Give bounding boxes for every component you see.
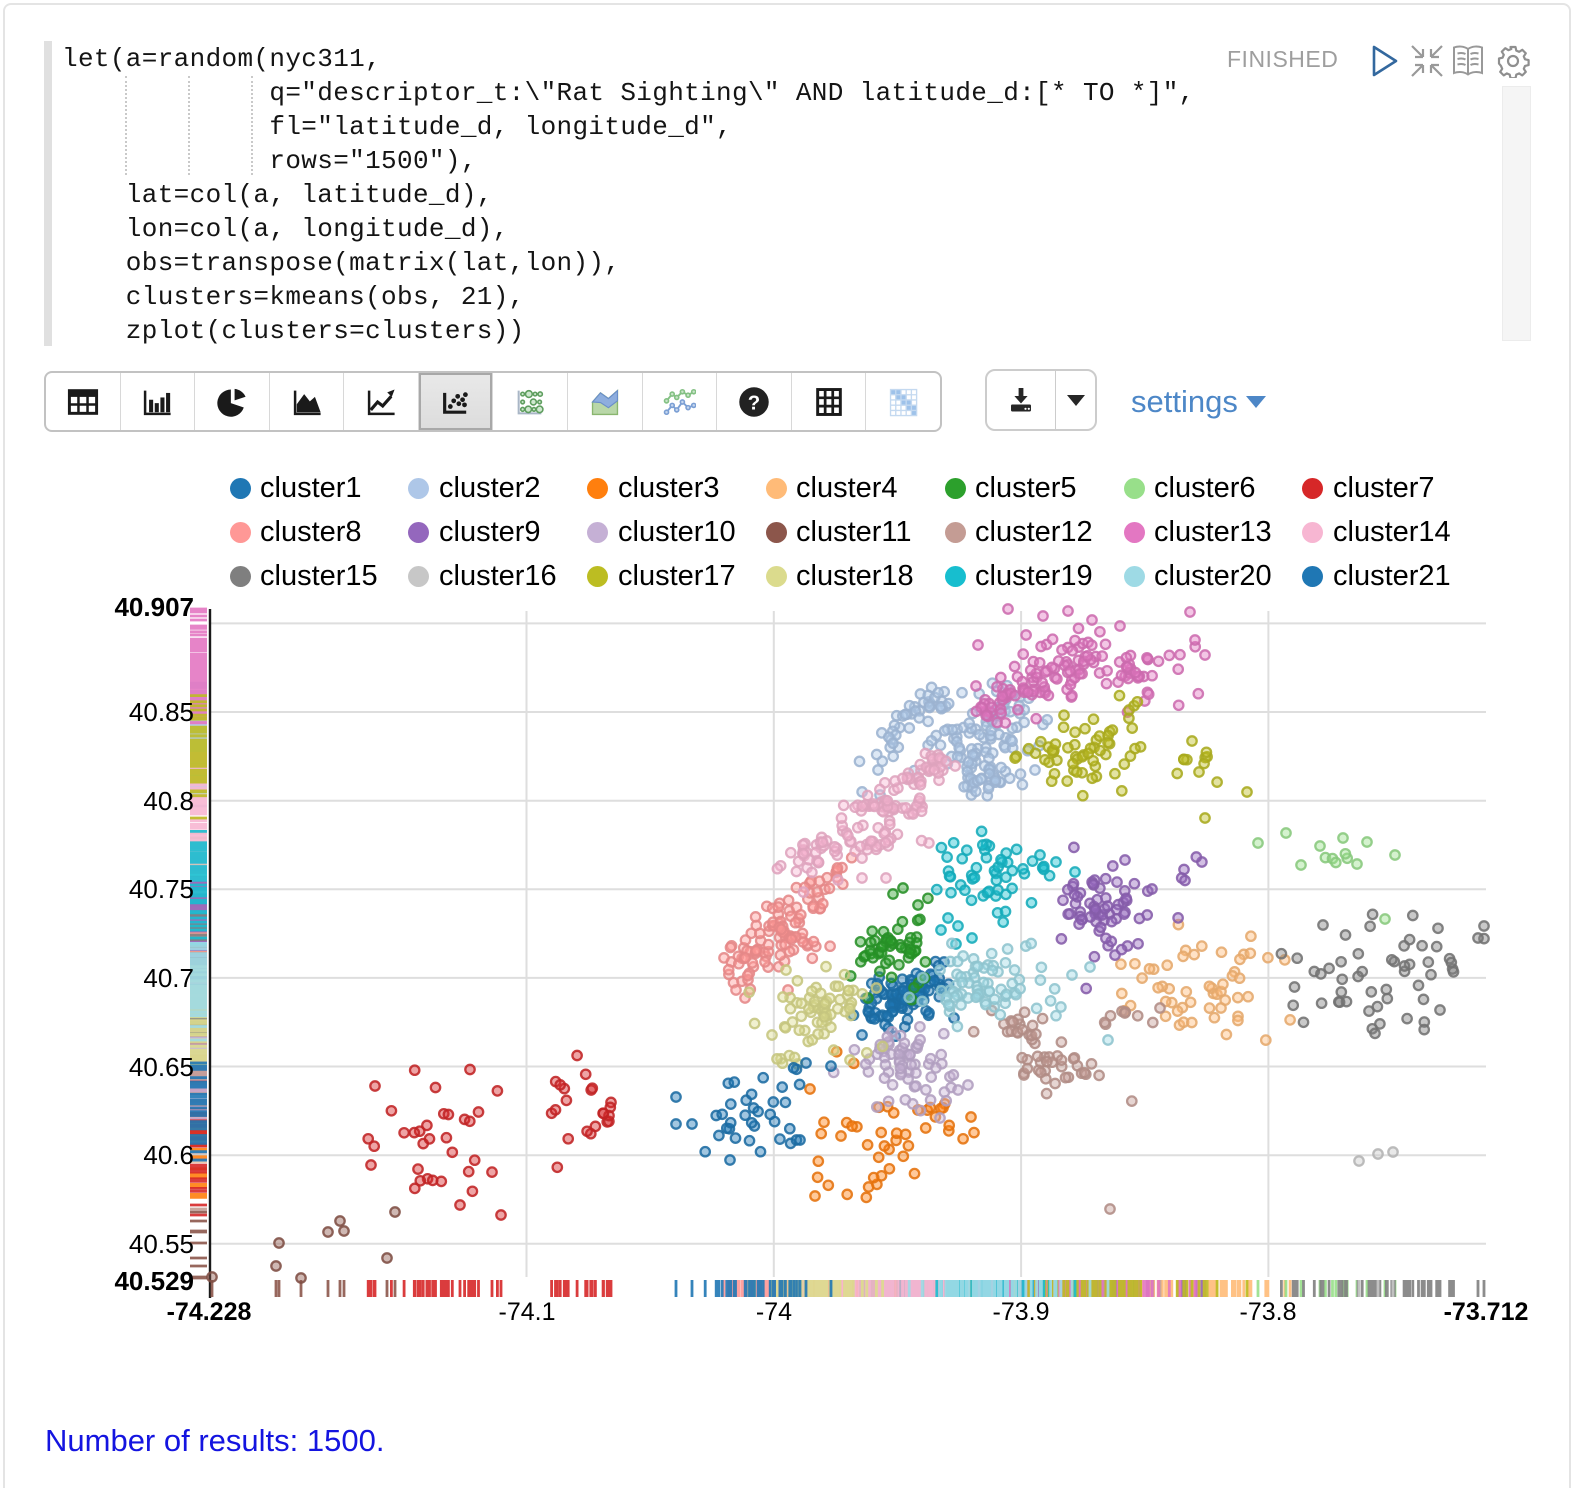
svg-text:40.8: 40.8 (143, 786, 194, 816)
svg-text:-73.8: -73.8 (1240, 1298, 1297, 1326)
svg-text:-74.1: -74.1 (499, 1298, 556, 1326)
svg-text:40.75: 40.75 (129, 874, 194, 904)
svg-text:-74.228: -74.228 (167, 1298, 252, 1326)
svg-text:40.907: 40.907 (114, 592, 194, 622)
svg-text:?: ? (748, 392, 760, 414)
svg-text:40.65: 40.65 (129, 1052, 194, 1082)
svg-text:40.85: 40.85 (129, 697, 194, 727)
svg-text:40.7: 40.7 (143, 963, 194, 993)
svg-text:40.6: 40.6 (143, 1140, 194, 1170)
svg-text:40.529: 40.529 (114, 1266, 194, 1296)
svg-text:-73.712: -73.712 (1444, 1298, 1529, 1326)
svg-text:-74: -74 (756, 1298, 792, 1326)
svg-text:-73.9: -73.9 (993, 1298, 1050, 1326)
svg-text:40.55: 40.55 (129, 1229, 194, 1259)
